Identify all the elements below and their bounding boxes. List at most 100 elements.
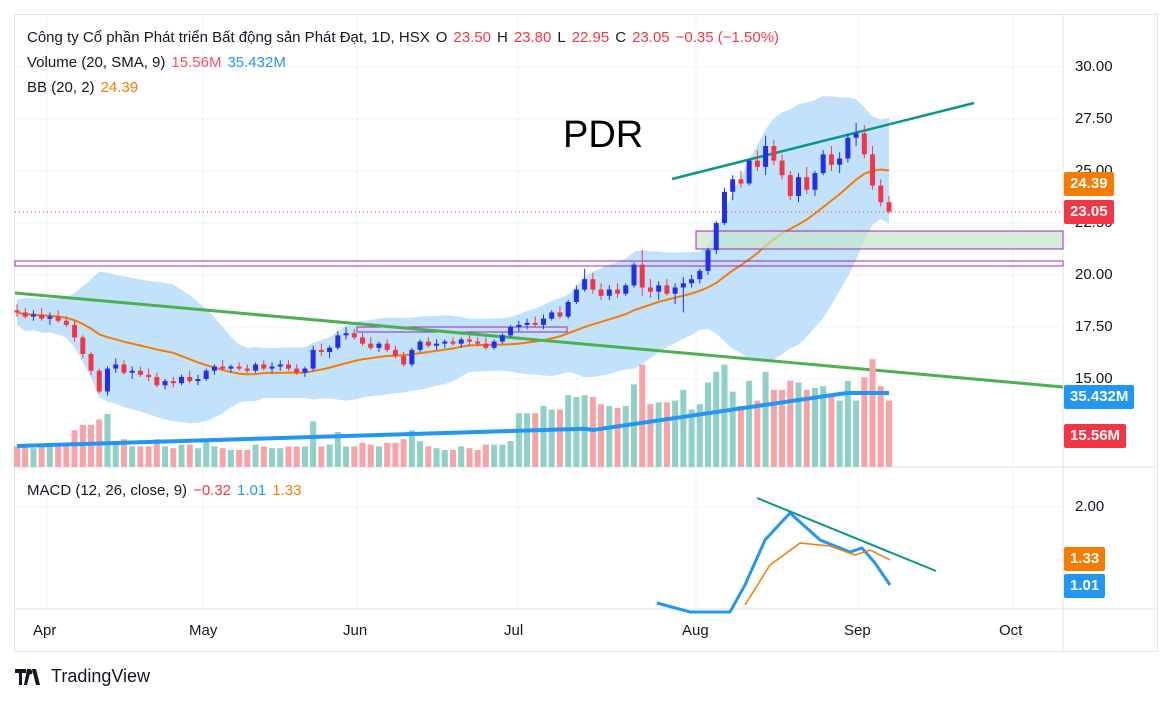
volume-bar bbox=[14, 446, 20, 467]
candle-body bbox=[47, 316, 53, 319]
candle-body bbox=[853, 133, 859, 138]
volume-bar bbox=[417, 441, 424, 467]
volume-bar bbox=[71, 430, 78, 467]
volume-bar bbox=[482, 444, 489, 467]
volume-bar bbox=[170, 448, 177, 467]
candle-body bbox=[565, 302, 571, 317]
candle-body bbox=[442, 341, 448, 344]
candle-body bbox=[763, 146, 769, 167]
price-tick-label: 15.00 bbox=[1075, 370, 1113, 387]
candle-body bbox=[820, 154, 826, 174]
volume-bar bbox=[285, 446, 292, 467]
volume-bar bbox=[137, 446, 144, 467]
candle-body bbox=[779, 160, 785, 176]
open-value: 23.50 bbox=[453, 29, 491, 46]
macd-legend[interactable]: MACD (12, 26, close, 9) −0.32 1.01 1.33 bbox=[27, 482, 302, 499]
candle-body bbox=[88, 354, 94, 371]
volume-bar bbox=[762, 371, 769, 467]
candle-body bbox=[170, 381, 176, 384]
volume-bar bbox=[203, 441, 210, 467]
candle-body bbox=[368, 343, 374, 348]
volume-bar bbox=[507, 441, 514, 467]
candle-body bbox=[220, 366, 226, 369]
candle-body bbox=[450, 341, 456, 344]
volume-bar bbox=[655, 402, 662, 467]
candle-body bbox=[878, 185, 884, 203]
volume-bar bbox=[614, 407, 621, 467]
macd-signal-tag: 1.33 bbox=[1064, 547, 1106, 571]
bb-legend[interactable]: BB (20, 2) 24.39 bbox=[27, 79, 139, 96]
candle-body bbox=[540, 318, 546, 325]
volume-bar bbox=[803, 389, 810, 467]
candle-body bbox=[434, 343, 440, 346]
candle-body bbox=[631, 264, 637, 286]
candle-body bbox=[549, 312, 555, 319]
bollinger-basis-line bbox=[16, 168, 890, 376]
volume-bar bbox=[869, 359, 876, 467]
volume-bar bbox=[581, 395, 588, 467]
volume-bar bbox=[63, 446, 70, 467]
candle-body bbox=[886, 202, 892, 212]
candle-body bbox=[63, 320, 69, 325]
time-tick-label: Aug bbox=[682, 622, 709, 639]
volume-bar bbox=[400, 439, 407, 467]
volume-bar bbox=[186, 444, 193, 467]
candle-body bbox=[39, 314, 45, 319]
candle-body bbox=[162, 381, 168, 386]
bb-value: 24.39 bbox=[100, 79, 139, 96]
volume-bar bbox=[219, 448, 226, 467]
candle-body bbox=[187, 376, 193, 382]
volume-bar bbox=[310, 421, 317, 467]
candle-body bbox=[845, 137, 851, 159]
volume-bar bbox=[532, 413, 539, 467]
volume-bar bbox=[639, 364, 646, 467]
candle-body bbox=[425, 341, 431, 346]
volume-bar bbox=[227, 450, 234, 467]
candle-body bbox=[861, 133, 867, 155]
volume-bar bbox=[145, 446, 152, 467]
volume-bar bbox=[598, 404, 605, 467]
candle-body bbox=[639, 264, 645, 288]
candle-body bbox=[796, 177, 802, 196]
time-tick-label: May bbox=[189, 622, 218, 639]
candle-body bbox=[615, 289, 621, 294]
candle-body bbox=[228, 366, 234, 369]
ticker-annotation: PDR bbox=[563, 114, 643, 156]
volume-bar bbox=[787, 380, 794, 467]
price-tick-label: 30.00 bbox=[1075, 58, 1113, 75]
volume-bar bbox=[836, 400, 843, 467]
candle-body bbox=[508, 327, 514, 336]
candle-body bbox=[294, 368, 300, 373]
candle-body bbox=[401, 356, 407, 365]
volume-bar bbox=[178, 444, 185, 467]
candle-body bbox=[30, 314, 36, 317]
candle-body bbox=[475, 341, 481, 344]
candle-body bbox=[129, 370, 135, 373]
tradingview-logo[interactable]: TradingView bbox=[15, 666, 150, 687]
time-tick-label: Jul bbox=[504, 622, 524, 639]
price-tick-label: 20.00 bbox=[1075, 266, 1113, 283]
candle-body bbox=[606, 289, 612, 296]
volume-legend[interactable]: Volume (20, SMA, 9) 15.56M 35.432M bbox=[27, 54, 286, 71]
volume-bar bbox=[384, 442, 391, 467]
candle-body bbox=[721, 191, 727, 223]
volume-bar bbox=[441, 450, 448, 467]
candle-body bbox=[22, 312, 28, 317]
volume-bar bbox=[540, 406, 547, 467]
candle-body bbox=[730, 179, 736, 192]
candle-body bbox=[179, 376, 185, 384]
candle-body bbox=[713, 223, 719, 251]
candle-body bbox=[532, 322, 538, 325]
price-tick-label: 27.50 bbox=[1075, 110, 1113, 127]
candle-body bbox=[195, 379, 201, 382]
volume-bar bbox=[450, 450, 456, 467]
candle-body bbox=[499, 335, 505, 342]
volume-bar bbox=[499, 444, 506, 467]
volume-bar bbox=[260, 446, 267, 467]
candle-body bbox=[623, 285, 629, 294]
macd-line-tag: 1.01 bbox=[1064, 574, 1106, 598]
candle-body bbox=[55, 316, 61, 321]
candle-body bbox=[828, 154, 834, 165]
low-value: 22.95 bbox=[571, 29, 610, 46]
